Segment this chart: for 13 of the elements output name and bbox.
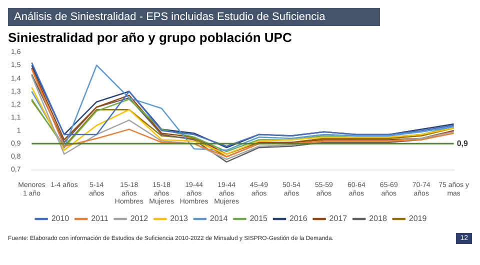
legend-label: 2013: [170, 214, 188, 224]
legend-label: 2018: [369, 214, 388, 224]
legend-label: 2019: [408, 214, 428, 224]
ref-line-label: 0,9: [456, 138, 468, 148]
legend-label: 2012: [130, 214, 149, 224]
legend-label: 2016: [290, 214, 308, 224]
legend-label: 2017: [329, 214, 348, 224]
legend-label: 2010: [51, 214, 70, 224]
legend-label: 2011: [91, 214, 109, 224]
legend-label: 2015: [250, 214, 268, 224]
chart-subtitle: Siniestralidad por año y grupo población UPC: [8, 30, 293, 45]
legend-label: 2014: [210, 214, 228, 224]
chart-title: Análisis de Siniestralidad - EPS incluidas Estudio de Suficiencia: [8, 8, 380, 26]
